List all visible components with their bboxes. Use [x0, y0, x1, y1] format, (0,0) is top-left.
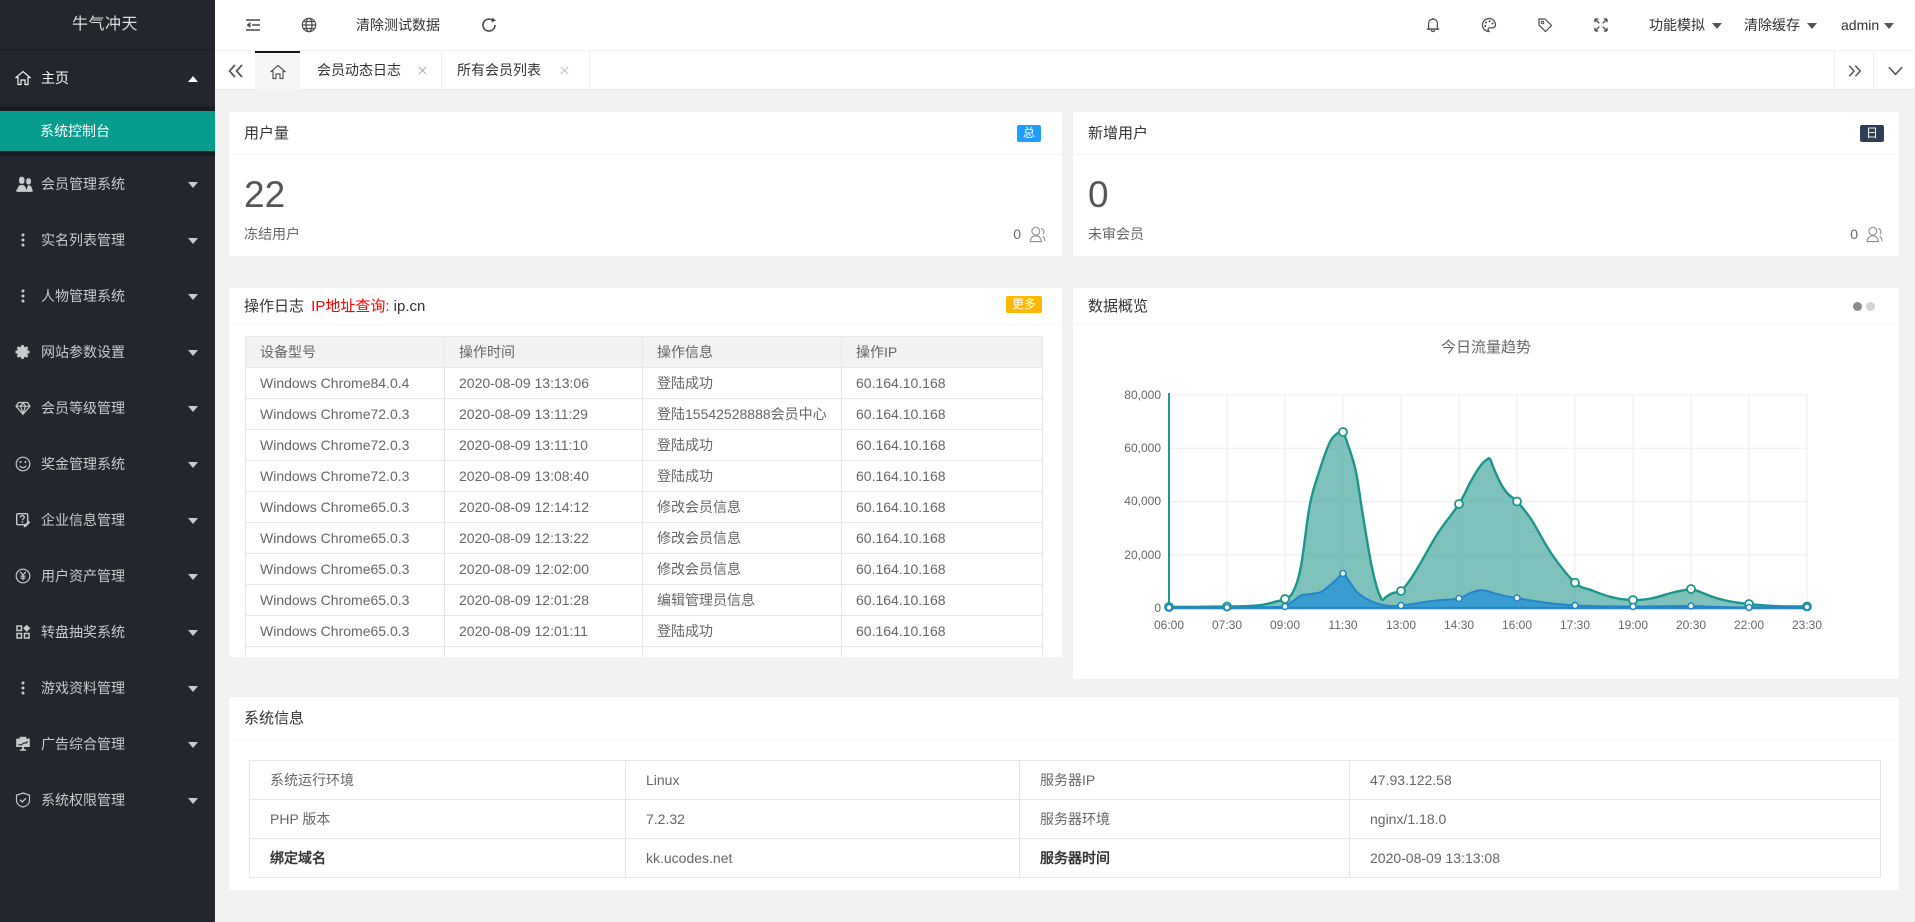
svg-text:60,000: 60,000 — [1124, 441, 1161, 455]
svg-text:06:00: 06:00 — [1154, 618, 1184, 632]
svg-text:0: 0 — [1154, 601, 1161, 615]
svg-text:22:00: 22:00 — [1734, 618, 1764, 632]
svg-text:14:30: 14:30 — [1444, 618, 1474, 632]
svg-text:16:00: 16:00 — [1502, 618, 1532, 632]
svg-text:今日流量趋势: 今日流量趋势 — [1441, 339, 1531, 356]
svg-text:17:30: 17:30 — [1560, 618, 1590, 632]
svg-text:13:00: 13:00 — [1386, 618, 1416, 632]
svg-text:19:00: 19:00 — [1618, 618, 1648, 632]
svg-text:07:30: 07:30 — [1212, 618, 1242, 632]
svg-text:11:30: 11:30 — [1328, 618, 1357, 632]
svg-text:23:30: 23:30 — [1792, 618, 1822, 632]
svg-text:20:30: 20:30 — [1676, 618, 1706, 632]
svg-text:80,000: 80,000 — [1124, 388, 1161, 402]
svg-text:40,000: 40,000 — [1124, 494, 1161, 508]
svg-text:20,000: 20,000 — [1124, 548, 1161, 562]
svg-text:09:00: 09:00 — [1270, 618, 1300, 632]
